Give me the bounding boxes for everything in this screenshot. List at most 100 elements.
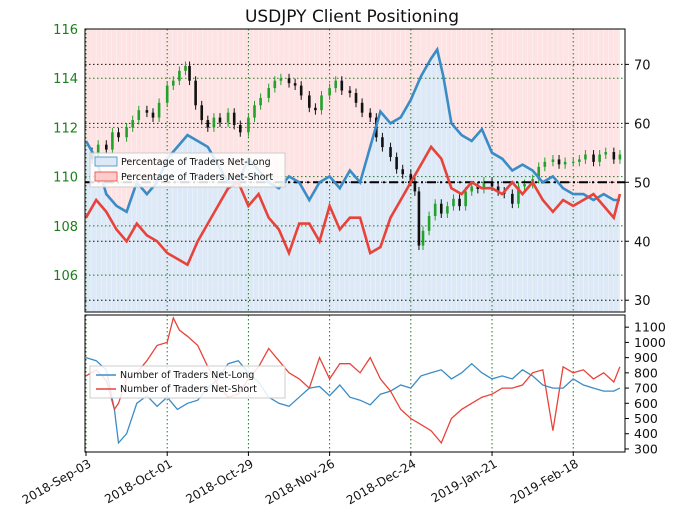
- legend-label-net-short-pct: Percentage of Traders Net-Short: [121, 172, 273, 183]
- candle-body: [598, 154, 601, 162]
- top-legend-box: [89, 152, 286, 188]
- percent-tick-label: 60: [634, 117, 651, 132]
- candle-body: [395, 156, 398, 170]
- date-tick-label: 2019-Feb-18: [508, 456, 581, 506]
- candle-body: [178, 70, 181, 81]
- net-short-percentage-line: [84, 144, 622, 267]
- candle-body: [293, 83, 297, 86]
- candle-body: [206, 120, 210, 128]
- candle-body: [308, 95, 311, 108]
- net-long-area: [86, 49, 620, 312]
- candle-body: [389, 147, 392, 157]
- candle-body: [105, 144, 108, 150]
- price-tick-label: 110: [53, 171, 78, 186]
- candle-body: [188, 65, 191, 81]
- candle-body: [194, 80, 197, 106]
- candle-body: [482, 181, 486, 189]
- price-tick-label: 106: [53, 269, 78, 284]
- price-tick-label: 112: [53, 121, 78, 136]
- price-tick-label: 108: [53, 220, 78, 235]
- count-tick-label: 600: [634, 396, 658, 411]
- candle-body: [218, 117, 222, 123]
- candle-body: [543, 161, 547, 167]
- candle-body: [517, 186, 520, 204]
- candle-body: [452, 198, 455, 207]
- candle-body: [131, 120, 134, 128]
- candle-body: [212, 117, 216, 128]
- candle-body: [417, 191, 421, 246]
- candle-body: [464, 191, 467, 207]
- candle-body: [253, 105, 256, 118]
- candle-body: [111, 132, 114, 150]
- candle-body: [200, 105, 204, 121]
- candle-body: [439, 203, 443, 214]
- candle-body: [360, 102, 364, 113]
- bottom-legend-box: [89, 365, 286, 399]
- date-axis: 2018-Sep-03 2018-Oct-01 2018-Oct-29 2018-No…: [20, 452, 581, 507]
- candle-body: [145, 110, 149, 113]
- candle-body: [578, 159, 581, 162]
- candle-body: [137, 110, 141, 121]
- candle-body: [368, 112, 372, 118]
- count-tick-label: 700: [634, 381, 658, 396]
- candle-body: [470, 186, 474, 192]
- candle-body: [165, 85, 169, 103]
- top-panel-frame: [84, 28, 626, 313]
- price-candles: [90, 61, 622, 250]
- candle-body: [584, 154, 587, 160]
- candle-body: [267, 88, 271, 98]
- candle-body: [523, 184, 526, 187]
- candle-body: [125, 127, 128, 138]
- candle-body: [273, 80, 277, 89]
- candle-body: [421, 230, 425, 246]
- candle-body: [557, 159, 561, 165]
- candle-body: [314, 107, 317, 111]
- candle-body: [299, 85, 303, 96]
- chart-title: USDJPY Client Positioning: [245, 7, 459, 27]
- candle-body: [592, 154, 595, 162]
- date-tick-label: 2018-Sep-03: [20, 456, 94, 507]
- candle-body: [279, 78, 283, 81]
- candle-body: [446, 206, 449, 214]
- candle-body: [490, 181, 494, 187]
- bottom-panel-frame: [84, 314, 626, 453]
- candle-body: [226, 112, 230, 123]
- count-tick-label: 1100: [634, 320, 666, 335]
- legend-label-net-short-count: Number of Traders Net-Short: [120, 384, 257, 395]
- candle-body: [184, 65, 187, 71]
- candle-body: [496, 186, 500, 192]
- legend-label-net-long-count: Number of Traders Net-Long: [120, 370, 254, 381]
- candle-body: [401, 169, 405, 175]
- candle-body: [171, 80, 175, 86]
- percent-axis: 30 40 50 60 70: [625, 58, 651, 309]
- candle-body: [563, 161, 567, 165]
- price-tick-label: 116: [53, 23, 78, 38]
- candle-body: [259, 97, 262, 106]
- count-tick-label: 1000: [634, 335, 666, 350]
- candle-body: [232, 112, 236, 125]
- candle-body: [340, 80, 344, 91]
- date-tick-label: 2019-Jan-21: [429, 456, 500, 505]
- candle-body: [348, 90, 352, 93]
- count-tick-label: 900: [634, 350, 658, 365]
- candle-body: [117, 132, 120, 138]
- date-tick-label: 2018-Dec-24: [344, 456, 418, 507]
- legend-label-net-long-pct: Percentage of Traders Net-Long: [121, 157, 271, 168]
- count-tick-label: 400: [634, 426, 658, 441]
- price-axis: 106 108 110 112 114 116: [53, 23, 78, 284]
- candle-body: [537, 166, 541, 180]
- candle-body: [612, 152, 616, 160]
- date-tick-label: 2018-Oct-29: [183, 456, 255, 506]
- candle-body: [458, 198, 461, 207]
- candle-body: [413, 181, 417, 192]
- net-long-percentage-line: [84, 46, 620, 214]
- date-tick-label: 2018-Oct-01: [102, 456, 174, 506]
- price-tick-label: 114: [53, 72, 78, 87]
- candle-body: [328, 88, 331, 96]
- candle-body: [409, 174, 413, 182]
- candle-body: [618, 154, 622, 160]
- percent-tick-label: 50: [634, 176, 651, 191]
- percent-tick-label: 70: [634, 58, 651, 73]
- candle-body: [604, 152, 608, 155]
